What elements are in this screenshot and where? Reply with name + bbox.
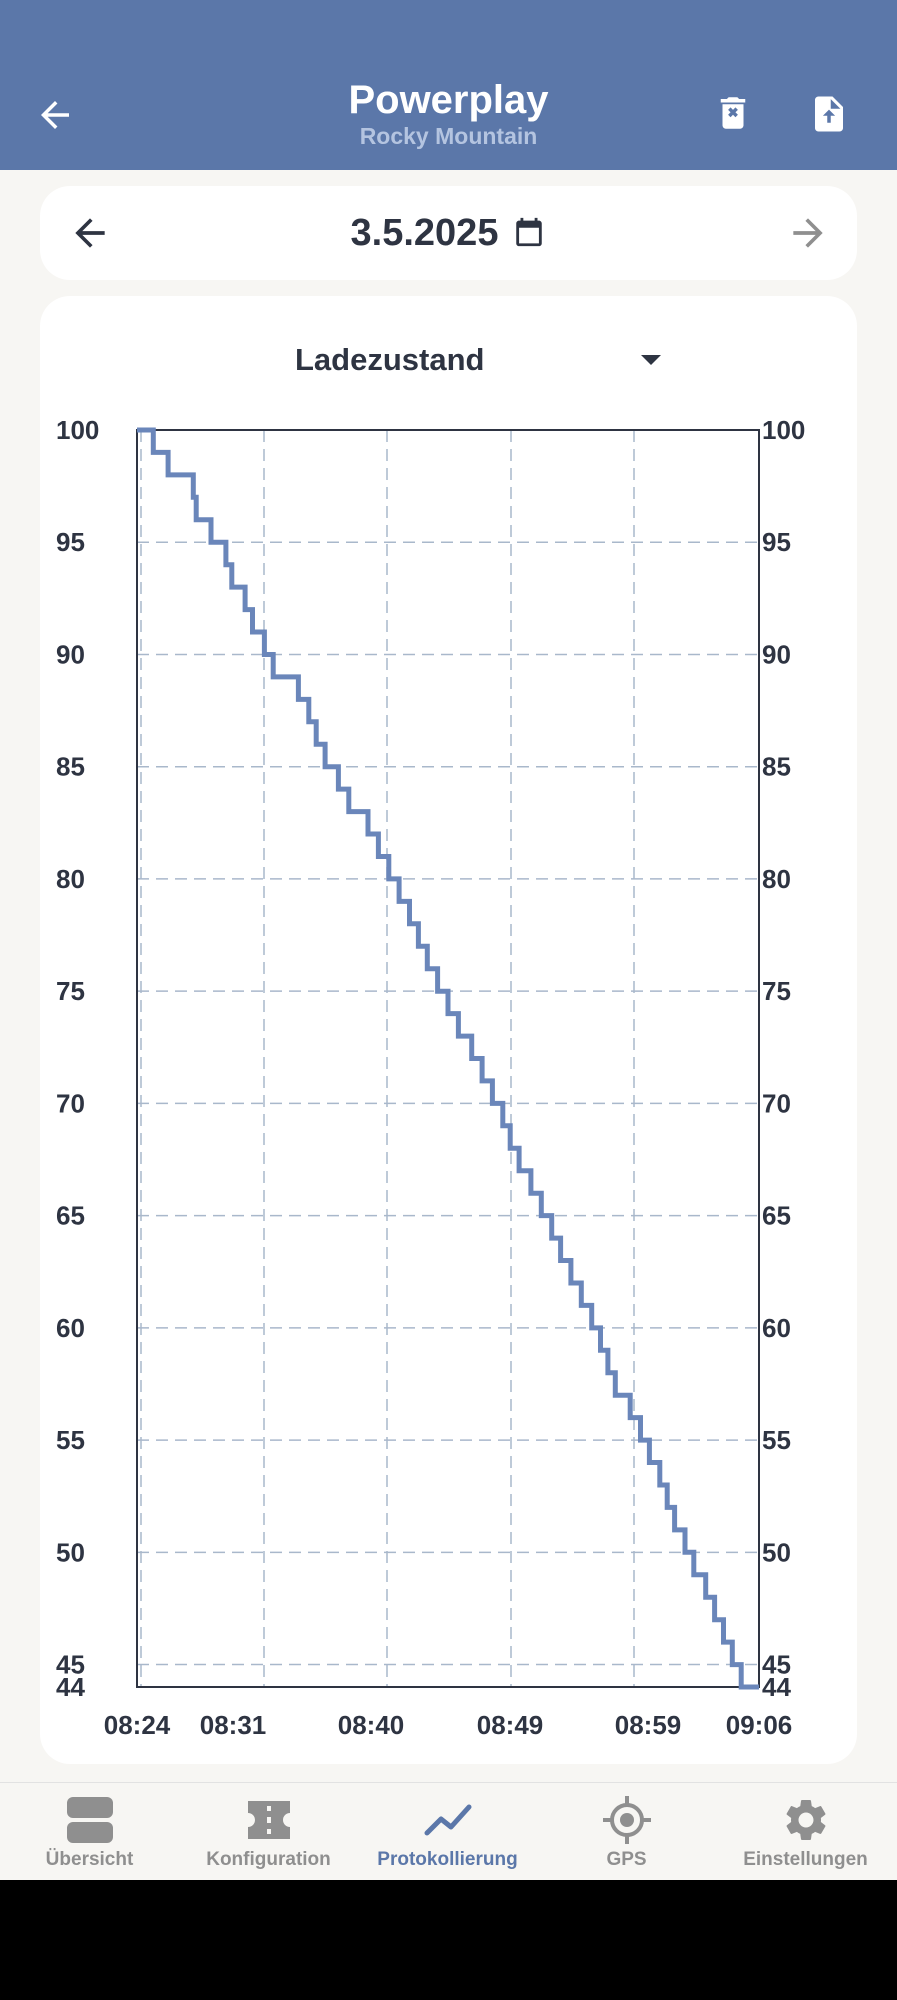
x-tick-label: 08:24 xyxy=(104,1710,171,1740)
y-tick-label-left: 70 xyxy=(56,1088,85,1118)
y-tick-label-left: 55 xyxy=(56,1425,85,1455)
metric-dropdown[interactable]: Ladezustand xyxy=(252,336,672,384)
nav-settings[interactable]: Einstellungen xyxy=(716,1783,895,1881)
nav-label-overview: Übersicht xyxy=(45,1849,134,1870)
plot-frame xyxy=(136,429,760,1688)
current-date: 3.5.2025 xyxy=(350,212,499,254)
system-navigation-bar xyxy=(0,1880,897,2000)
y-tick-label-right: 85 xyxy=(762,752,791,782)
chart-line-icon xyxy=(424,1804,472,1836)
nav-logging[interactable]: Protokollierung xyxy=(358,1783,537,1881)
upload-file-icon[interactable] xyxy=(808,92,850,136)
y-tick-label-left: 45 xyxy=(56,1650,85,1680)
y-tick-label-left: 60 xyxy=(56,1313,85,1343)
x-tick-label: 08:49 xyxy=(477,1710,544,1740)
delete-file-icon[interactable] xyxy=(712,92,754,134)
date-picker[interactable]: 3.5.2025 xyxy=(40,210,857,256)
y-tick-label-right: 70 xyxy=(762,1088,791,1118)
bottom-navigation: Übersicht Konfiguration Protokollierung … xyxy=(0,1782,897,1881)
metric-selected-label: Ladezustand xyxy=(295,342,485,377)
y-tick-label-right: 75 xyxy=(762,976,791,1006)
y-tick-label-left: 44 xyxy=(56,1672,85,1702)
nav-label-configuration: Konfiguration xyxy=(206,1849,331,1870)
y-tick-label-right: 60 xyxy=(762,1313,791,1343)
y-tick-label-right: 44 xyxy=(762,1672,791,1702)
dropdown-caret-icon xyxy=(641,355,661,365)
y-tick-label-left: 90 xyxy=(56,639,85,669)
y-tick-label-right: 45 xyxy=(762,1650,791,1680)
nav-label-settings: Einstellungen xyxy=(743,1849,868,1870)
chart-card: Ladezustand 100 100 95 95 90 90 85 85 80 80 75 75 70… xyxy=(40,296,857,1764)
ticket-icon xyxy=(248,1801,290,1839)
back-arrow-icon[interactable] xyxy=(34,94,76,136)
y-tick-label-right: 95 xyxy=(762,527,791,557)
charge-level-series-line xyxy=(137,427,759,1690)
y-tick-label-right: 90 xyxy=(762,639,791,669)
y-tick-label-left: 65 xyxy=(56,1201,85,1231)
y-tick-label-right: 50 xyxy=(762,1537,791,1567)
y-tick-label-left: 85 xyxy=(56,752,85,782)
nav-overview[interactable]: Übersicht xyxy=(0,1783,179,1881)
y-tick-label-left: 75 xyxy=(56,976,85,1006)
device-name: Rocky Mountain xyxy=(359,123,538,149)
nav-configuration[interactable]: Konfiguration xyxy=(179,1783,358,1881)
y-tick-label-right: 55 xyxy=(762,1425,791,1455)
gear-icon xyxy=(786,1800,826,1840)
gps-icon xyxy=(603,1796,651,1844)
x-tick-label: 08:40 xyxy=(338,1710,405,1740)
app-title: Powerplay xyxy=(348,78,549,122)
overview-icon xyxy=(67,1797,113,1843)
y-tick-label-left: 100 xyxy=(56,415,99,445)
date-navigator: 3.5.2025 xyxy=(40,186,857,280)
calendar-icon xyxy=(516,217,543,247)
app-header: Powerplay Rocky Mountain xyxy=(0,0,897,170)
x-tick-label: 09:06 xyxy=(726,1710,793,1740)
nav-label-logging: Protokollierung xyxy=(377,1849,518,1870)
previous-day-button[interactable] xyxy=(68,211,112,255)
x-tick-label: 08:59 xyxy=(615,1710,682,1740)
y-tick-label-left: 50 xyxy=(56,1537,85,1567)
y-tick-label-left: 95 xyxy=(56,527,85,557)
nav-label-gps: GPS xyxy=(606,1849,647,1870)
y-tick-label-left: 80 xyxy=(56,864,85,894)
charge-level-chart: 100 100 95 95 90 90 85 85 80 80 75 75 70 70 65 65 60 60 55… xyxy=(56,415,805,1740)
next-day-button[interactable] xyxy=(786,211,830,255)
y-tick-label-right: 65 xyxy=(762,1201,791,1231)
x-tick-label: 08:31 xyxy=(200,1710,267,1740)
y-tick-label-right: 100 xyxy=(762,415,805,445)
nav-gps[interactable]: GPS xyxy=(537,1783,716,1881)
y-tick-label-right: 80 xyxy=(762,864,791,894)
